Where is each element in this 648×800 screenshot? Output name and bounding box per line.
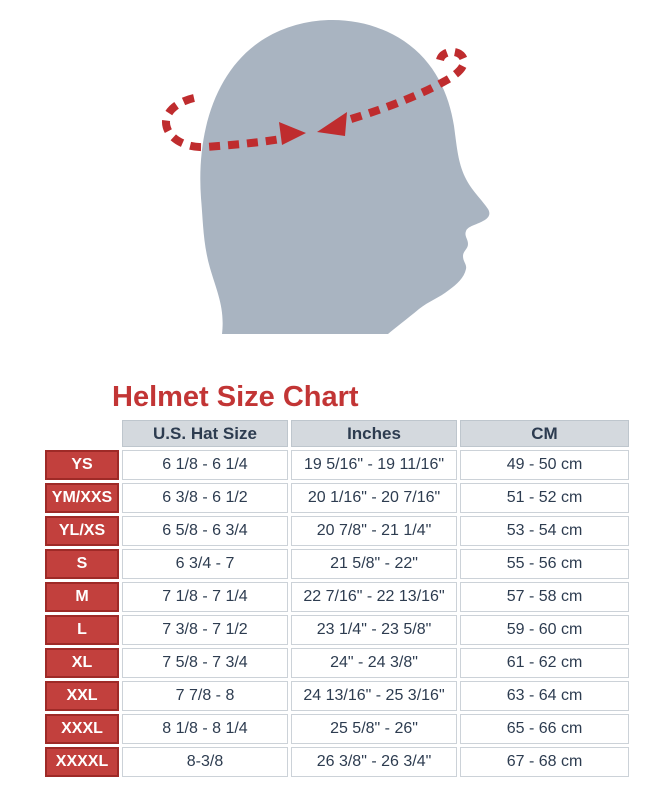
size-table-body: YS 6 1/8 - 6 1/4 19 5/16" - 19 11/16" 49…	[45, 450, 629, 777]
table-row: YS 6 1/8 - 6 1/4 19 5/16" - 19 11/16" 49…	[45, 450, 629, 480]
hat-size-cell: 7 7/8 - 8	[122, 681, 288, 711]
hat-size-cell: 7 3/8 - 7 1/2	[122, 615, 288, 645]
table-row: XXL 7 7/8 - 8 24 13/16" - 25 3/16" 63 - …	[45, 681, 629, 711]
table-row: S 6 3/4 - 7 21 5/8" - 22" 55 - 56 cm	[45, 549, 629, 579]
cm-cell: 49 - 50 cm	[460, 450, 629, 480]
hat-size-cell: 6 1/8 - 6 1/4	[122, 450, 288, 480]
head-measurement-illustration	[162, 20, 490, 334]
table-row: XXXXL 8-3/8 26 3/8" - 26 3/4" 67 - 68 cm	[45, 747, 629, 777]
table-row: M 7 1/8 - 7 1/4 22 7/16" - 22 13/16" 57 …	[45, 582, 629, 612]
column-header-cm: CM	[460, 420, 629, 447]
hat-size-cell: 8-3/8	[122, 747, 288, 777]
size-label-cell: XXL	[45, 681, 119, 711]
table-row: XL 7 5/8 - 7 3/4 24" - 24 3/8" 61 - 62 c…	[45, 648, 629, 678]
cm-cell: 61 - 62 cm	[460, 648, 629, 678]
measuring-band-left-segment	[162, 94, 282, 152]
size-label-cell: S	[45, 549, 119, 579]
inches-cell: 20 7/8" - 21 1/4"	[291, 516, 457, 546]
cm-cell: 59 - 60 cm	[460, 615, 629, 645]
header-row: U.S. Hat Size Inches CM	[45, 420, 629, 447]
inches-cell: 21 5/8" - 22"	[291, 549, 457, 579]
table-row: XXXL 8 1/8 - 8 1/4 25 5/8" - 26" 65 - 66…	[45, 714, 629, 744]
measuring-band-right-segment	[349, 47, 468, 123]
inches-cell: 22 7/16" - 22 13/16"	[291, 582, 457, 612]
hat-size-cell: 6 3/4 - 7	[122, 549, 288, 579]
band-arrow-right-icon	[279, 122, 306, 145]
cm-cell: 53 - 54 cm	[460, 516, 629, 546]
size-label-cell: YM/XXS	[45, 483, 119, 513]
head-silhouette-icon	[200, 20, 490, 334]
inches-cell: 24" - 24 3/8"	[291, 648, 457, 678]
header-blank-cell	[45, 420, 119, 447]
size-table-header: U.S. Hat Size Inches CM	[45, 420, 629, 447]
inches-cell: 19 5/16" - 19 11/16"	[291, 450, 457, 480]
size-label-cell: M	[45, 582, 119, 612]
inches-cell: 26 3/8" - 26 3/4"	[291, 747, 457, 777]
column-header-us-hat-size: U.S. Hat Size	[122, 420, 288, 447]
table-row: L 7 3/8 - 7 1/2 23 1/4" - 23 5/8" 59 - 6…	[45, 615, 629, 645]
size-label-cell: YL/XS	[45, 516, 119, 546]
size-label-cell: XXXXL	[45, 747, 119, 777]
cm-cell: 51 - 52 cm	[460, 483, 629, 513]
cm-cell: 55 - 56 cm	[460, 549, 629, 579]
chart-title: Helmet Size Chart	[112, 381, 359, 413]
cm-cell: 57 - 58 cm	[460, 582, 629, 612]
hat-size-cell: 6 3/8 - 6 1/2	[122, 483, 288, 513]
inches-cell: 23 1/4" - 23 5/8"	[291, 615, 457, 645]
inches-cell: 24 13/16" - 25 3/16"	[291, 681, 457, 711]
hat-size-cell: 7 5/8 - 7 3/4	[122, 648, 288, 678]
hat-size-cell: 8 1/8 - 8 1/4	[122, 714, 288, 744]
cm-cell: 67 - 68 cm	[460, 747, 629, 777]
inches-cell: 25 5/8" - 26"	[291, 714, 457, 744]
size-label-cell: YS	[45, 450, 119, 480]
cm-cell: 65 - 66 cm	[460, 714, 629, 744]
column-header-inches: Inches	[291, 420, 457, 447]
inches-cell: 20 1/16" - 20 7/16"	[291, 483, 457, 513]
table-row: YM/XXS 6 3/8 - 6 1/2 20 1/16" - 20 7/16"…	[45, 483, 629, 513]
hat-size-cell: 6 5/8 - 6 3/4	[122, 516, 288, 546]
table-row: YL/XS 6 5/8 - 6 3/4 20 7/8" - 21 1/4" 53…	[45, 516, 629, 546]
band-arrow-left-icon	[317, 112, 347, 136]
hat-size-cell: 7 1/8 - 7 1/4	[122, 582, 288, 612]
size-label-cell: XXXL	[45, 714, 119, 744]
size-label-cell: XL	[45, 648, 119, 678]
cm-cell: 63 - 64 cm	[460, 681, 629, 711]
size-chart-table: U.S. Hat Size Inches CM YS 6 1/8 - 6 1/4…	[42, 417, 632, 780]
size-label-cell: L	[45, 615, 119, 645]
